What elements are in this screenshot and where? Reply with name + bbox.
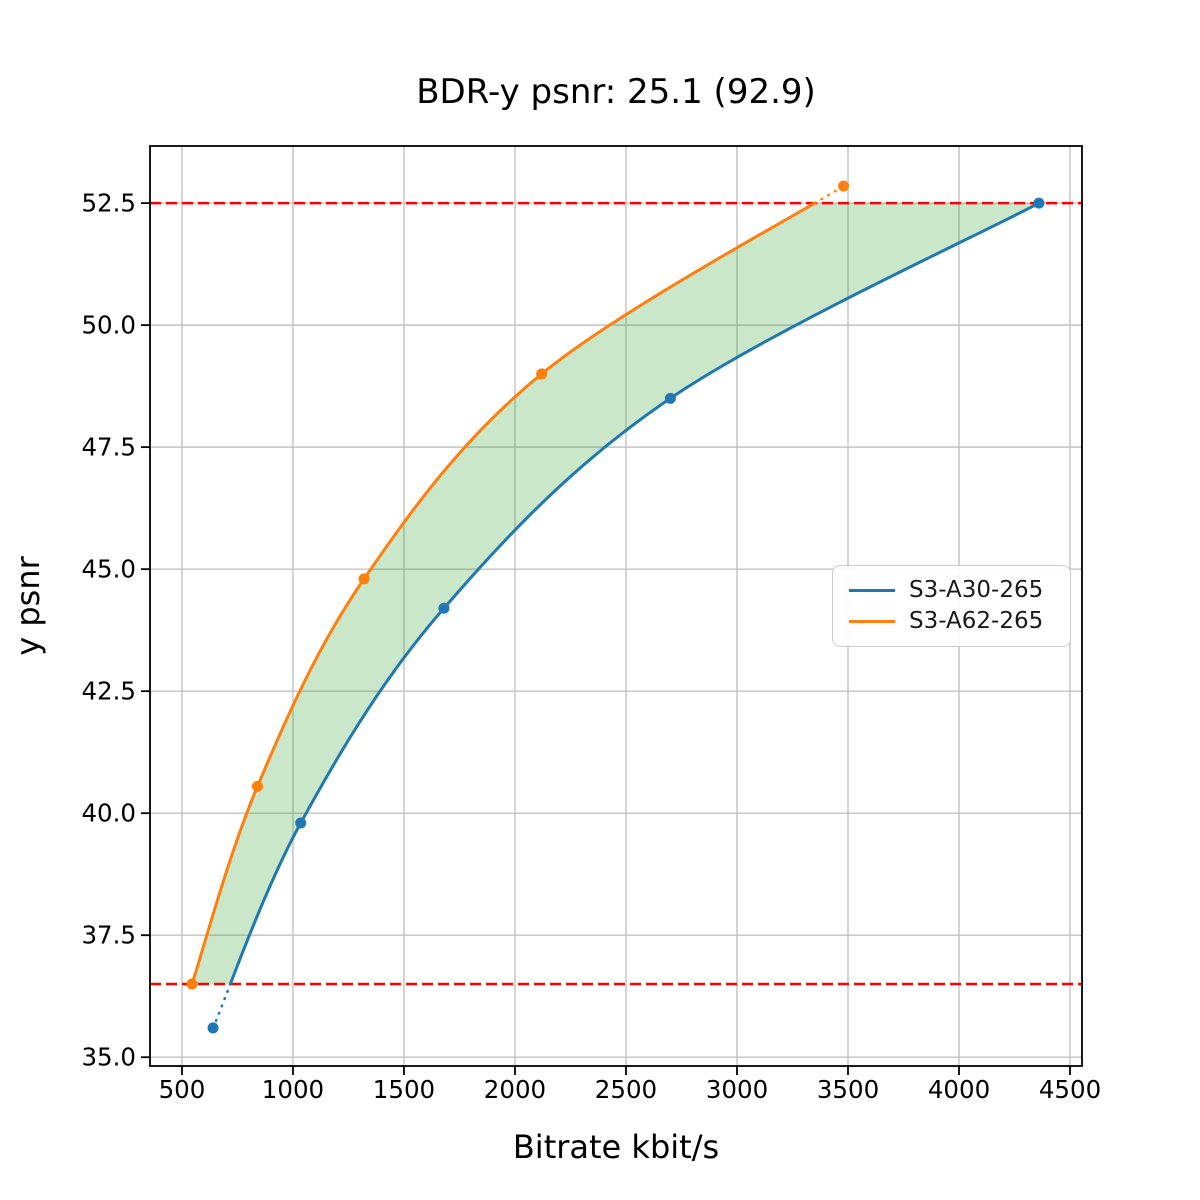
legend-label: S3-A30-265 bbox=[909, 576, 1044, 603]
data-point-marker-s3-a30-265 bbox=[664, 392, 676, 404]
legend-line-sample-orange bbox=[849, 620, 895, 624]
y-tick-label: 37.5 bbox=[81, 921, 136, 950]
chart-title: BDR-y psnr: 25.1 (92.9) bbox=[416, 72, 816, 112]
x-tick-label: 4000 bbox=[928, 1075, 990, 1104]
data-point-marker-s3-a30-265 bbox=[438, 602, 450, 614]
x-tick-label: 3500 bbox=[817, 1075, 879, 1104]
legend: S3-A30-265 S3-A62-265 bbox=[832, 565, 1071, 647]
legend-label: S3-A62-265 bbox=[909, 608, 1044, 635]
legend-item-s3-a62-265: S3-A62-265 bbox=[833, 610, 1070, 633]
data-point-marker-s3-a62-265 bbox=[358, 573, 370, 585]
rd-curve-s3-a30-265 bbox=[228, 201, 1041, 986]
x-tick-label: 500 bbox=[159, 1075, 206, 1104]
y-tick-label: 35.0 bbox=[81, 1043, 136, 1072]
y-tick-label: 50.0 bbox=[81, 311, 136, 340]
y-axis-label: y psnr bbox=[9, 556, 47, 656]
data-point-marker-s3-a30-265 bbox=[1033, 197, 1045, 209]
x-tick-label: 2000 bbox=[484, 1075, 546, 1104]
x-tick-label: 3000 bbox=[706, 1075, 768, 1104]
y-tick-label: 45.0 bbox=[81, 555, 136, 584]
x-axis-label: Bitrate kbit/s bbox=[512, 1128, 720, 1166]
legend-item-s3-a30-265: S3-A30-265 bbox=[833, 576, 1070, 603]
plot-border bbox=[149, 145, 1083, 1067]
y-tick-label: 40.0 bbox=[81, 799, 136, 828]
rd-curve-extension-s3-a30-265 bbox=[211, 982, 232, 1030]
y-tick-label: 42.5 bbox=[81, 677, 136, 706]
rd-curve-s3-a62-265 bbox=[190, 201, 817, 986]
legend-line-sample-blue bbox=[849, 588, 895, 592]
data-point-marker-s3-a62-265 bbox=[536, 368, 548, 380]
y-tick-label: 52.5 bbox=[81, 189, 136, 218]
bd-rate-fill-area bbox=[191, 203, 1039, 985]
x-tick-label: 1500 bbox=[373, 1075, 435, 1104]
x-tick-label: 4500 bbox=[1039, 1075, 1101, 1104]
x-tick-label: 2500 bbox=[595, 1075, 657, 1104]
data-point-marker-s3-a30-265 bbox=[207, 1022, 219, 1034]
y-tick-label: 47.5 bbox=[81, 433, 136, 462]
data-point-marker-s3-a62-265 bbox=[186, 978, 198, 990]
data-point-marker-s3-a62-265 bbox=[251, 780, 263, 792]
x-tick-label: 1000 bbox=[262, 1075, 324, 1104]
data-point-marker-s3-a62-265 bbox=[838, 180, 850, 192]
data-point-marker-s3-a30-265 bbox=[295, 817, 307, 829]
